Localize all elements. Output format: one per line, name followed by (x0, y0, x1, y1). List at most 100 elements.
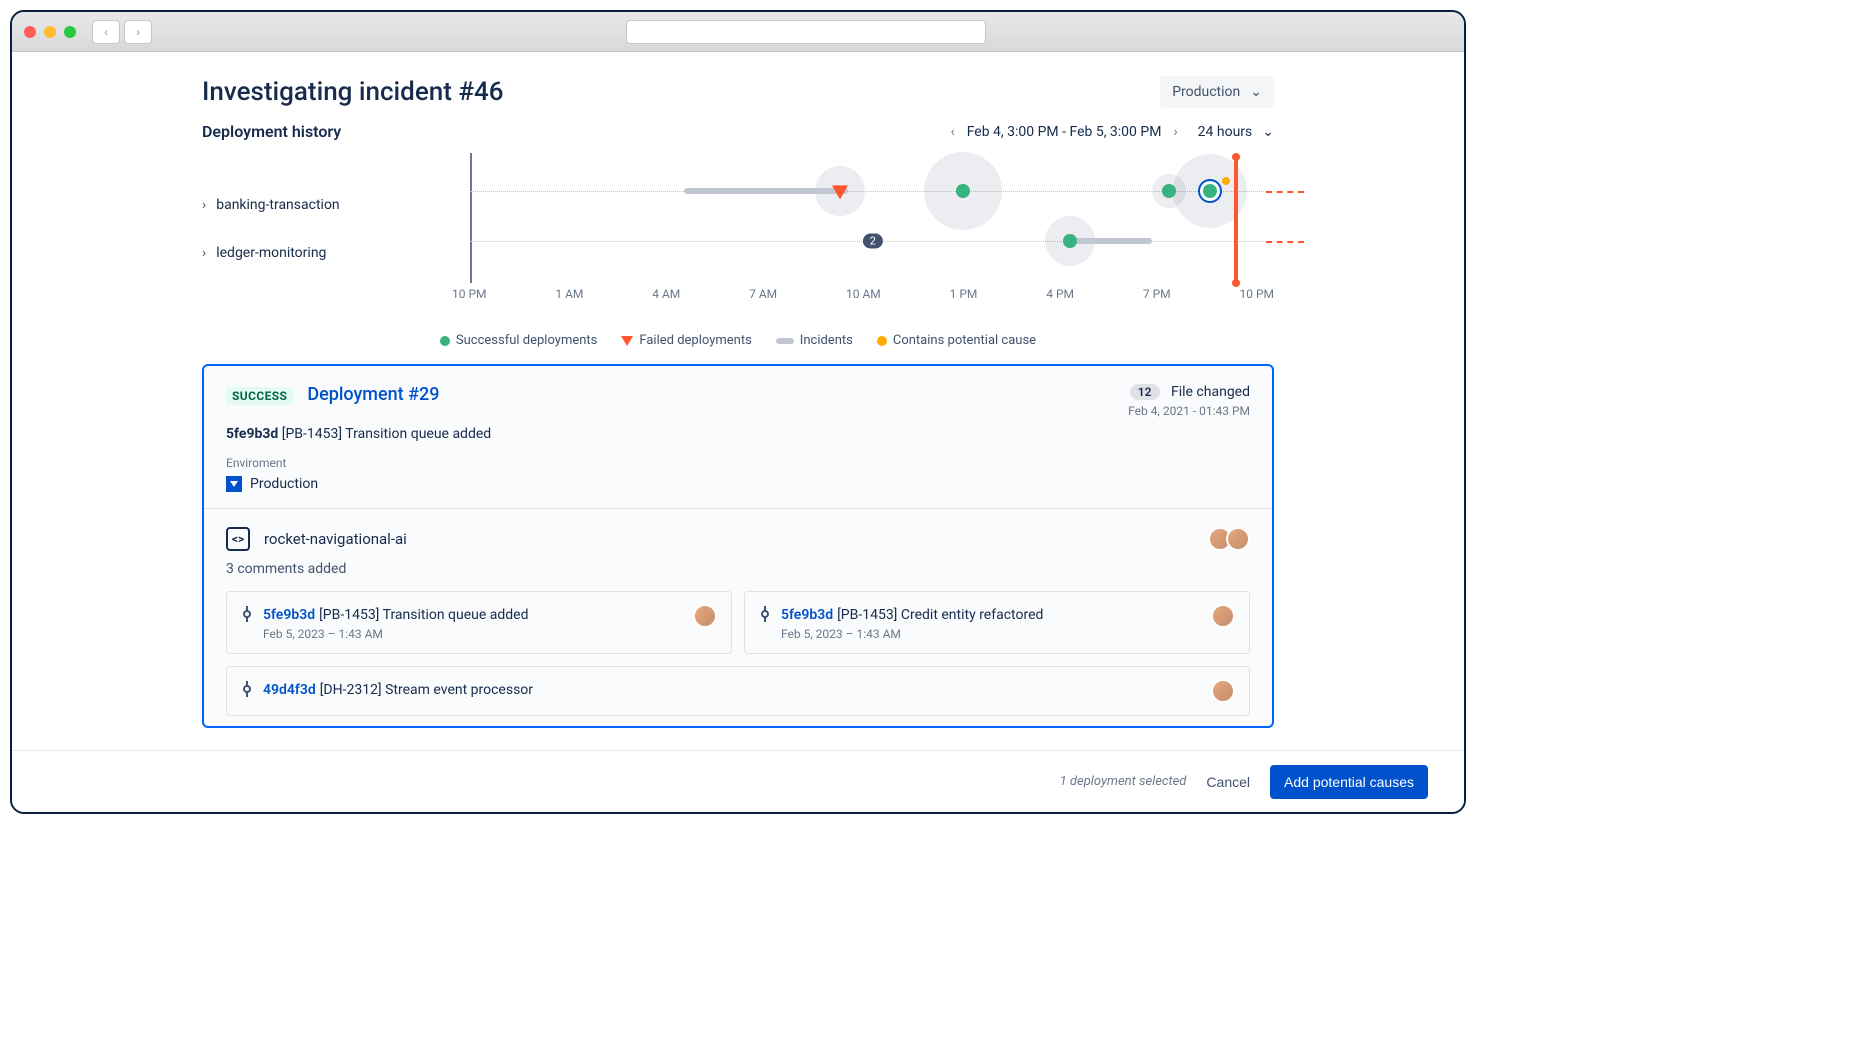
service-name: banking-transaction (216, 197, 339, 213)
commit-message: [PB-1453] Credit entity refactored (837, 607, 1043, 623)
commit-cards: 5fe9b3d [PB-1453] Transition queue added… (226, 591, 1250, 716)
avatar[interactable] (1211, 679, 1235, 703)
comments-count: 3 comments added (226, 561, 1250, 577)
incident-time-line (1234, 157, 1238, 283)
titlebar: ‹ › (12, 12, 1464, 52)
commit-hash: 5fe9b3d (226, 426, 278, 442)
deploy-count-badge[interactable]: 2 (863, 234, 883, 249)
commit-card[interactable]: 49d4f3d [DH-2312] Stream event processor (226, 666, 1250, 716)
range-dropdown-label: 24 hours (1198, 124, 1253, 140)
chevron-right-icon: › (202, 197, 206, 213)
commit-hash[interactable]: 5fe9b3d (263, 607, 315, 623)
environment-dropdown[interactable]: Production ⌄ (1160, 76, 1274, 108)
commit-date: Feb 5, 2023 – 1:43 AM (263, 627, 529, 641)
repo-name[interactable]: rocket-navigational-ai (264, 530, 407, 548)
incident-extension-line (1266, 191, 1304, 193)
cause-legend-icon (877, 336, 887, 346)
back-button[interactable]: ‹ (92, 20, 120, 44)
commit-hash[interactable]: 49d4f3d (263, 682, 316, 698)
selection-count: 1 deployment selected (1060, 774, 1187, 789)
legend-success-label: Successful deployments (456, 333, 597, 348)
deploy-marker-failed[interactable] (832, 185, 848, 199)
prev-range-icon[interactable]: ‹ (950, 124, 954, 140)
deploy-marker-selected[interactable] (1203, 184, 1217, 198)
incident-bar (1070, 238, 1152, 244)
close-window-icon[interactable] (24, 26, 36, 38)
deployment-chart: › banking-transaction › ledger-monitoring 1… (202, 153, 1274, 313)
deploy-marker-success[interactable] (956, 184, 970, 198)
x-axis-tick: 10 PM (452, 287, 487, 301)
failed-legend-icon (621, 336, 633, 346)
file-count-badge: 12 (1130, 384, 1160, 400)
commit-card[interactable]: 5fe9b3d [PB-1453] Transition queue added… (226, 591, 732, 654)
avatar[interactable] (1211, 604, 1235, 628)
production-icon (226, 476, 242, 492)
commit-message: [DH-2312] Stream event processor (320, 682, 533, 698)
chart-legend: Successful deployments Failed deployment… (202, 333, 1274, 348)
maximize-window-icon[interactable] (64, 26, 76, 38)
chevron-down-icon: ⌄ (1262, 124, 1274, 140)
main-content: Investigating incident #46 Production ⌄ … (12, 52, 1464, 812)
incident-extension-line (1266, 241, 1304, 243)
file-changed-label: File changed (1171, 384, 1250, 400)
chevron-down-icon: ⌄ (1250, 84, 1262, 100)
environment-label: Enviroment (226, 456, 1250, 470)
chevron-right-icon: › (202, 245, 206, 261)
page-title: Investigating incident #46 (202, 77, 504, 107)
deployment-detail-panel: SUCCESS Deployment #29 12 File changed F… (202, 364, 1274, 728)
section-title: Deployment history (202, 122, 341, 141)
x-axis-tick: 10 PM (1239, 287, 1274, 301)
deploy-marker-success[interactable] (1063, 234, 1077, 248)
y-axis (470, 153, 472, 283)
x-axis-tick: 4 PM (1046, 287, 1074, 301)
environment-value: Production (250, 476, 318, 492)
cancel-button[interactable]: Cancel (1206, 774, 1250, 790)
incidents-legend-icon (776, 338, 794, 344)
date-range-label: Feb 4, 3:00 PM - Feb 5, 3:00 PM (967, 124, 1162, 140)
service-item[interactable]: › banking-transaction (202, 181, 452, 229)
legend-failed-label: Failed deployments (639, 333, 751, 348)
url-bar[interactable] (626, 20, 986, 44)
contributor-avatars (1214, 527, 1250, 551)
x-axis-tick: 7 PM (1143, 287, 1171, 301)
success-legend-icon (440, 336, 450, 346)
status-badge: SUCCESS (226, 387, 293, 405)
next-range-icon[interactable]: › (1173, 124, 1177, 140)
potential-cause-dot (1222, 177, 1230, 185)
footer-bar: 1 deployment selected Cancel Add potenti… (12, 750, 1464, 812)
service-name: ledger-monitoring (216, 245, 326, 261)
commit-icon (759, 606, 771, 641)
repo-icon: <> (226, 527, 250, 551)
environment-dropdown-label: Production (1172, 84, 1240, 100)
forward-button[interactable]: › (124, 20, 152, 44)
commit-hash[interactable]: 5fe9b3d (781, 607, 833, 623)
x-axis-tick: 10 AM (846, 287, 881, 301)
service-item[interactable]: › ledger-monitoring (202, 229, 452, 277)
commit-icon (241, 606, 253, 641)
app-window: ‹ › Investigating incident #46 Productio… (10, 10, 1466, 814)
legend-cause-label: Contains potential cause (893, 333, 1036, 348)
commit-message: [PB-1453] Transition queue added (282, 426, 491, 442)
commit-message: [PB-1453] Transition queue added (319, 607, 528, 623)
avatar[interactable] (693, 604, 717, 628)
x-axis-labels: 10 PM 1 AM 4 AM 7 AM 10 AM 1 PM 4 PM 7 PM 10 PM (452, 287, 1274, 301)
service-list: › banking-transaction › ledger-monitoring (202, 153, 452, 313)
commit-card[interactable]: 5fe9b3d [PB-1453] Credit entity refactor… (744, 591, 1250, 654)
deployment-title[interactable]: Deployment #29 (307, 384, 439, 405)
incident-bar (684, 188, 848, 194)
deploy-marker-success[interactable] (1162, 184, 1176, 198)
legend-incidents-label: Incidents (800, 333, 853, 348)
timeline: 10 PM 1 AM 4 AM 7 AM 10 AM 1 PM 4 PM 7 PM10 PM … (452, 153, 1274, 313)
x-axis-tick: 1 AM (555, 287, 583, 301)
avatar[interactable] (1226, 527, 1250, 551)
minimize-window-icon[interactable] (44, 26, 56, 38)
add-potential-causes-button[interactable]: Add potential causes (1270, 765, 1428, 799)
commit-icon (241, 681, 253, 702)
x-axis-tick: 7 AM (749, 287, 777, 301)
deployment-timestamp: Feb 4, 2021 - 01:43 PM (1128, 404, 1250, 418)
range-dropdown[interactable]: 24 hours ⌄ (1198, 124, 1274, 140)
date-range-nav: ‹ Feb 4, 3:00 PM - Feb 5, 3:00 PM › (950, 124, 1177, 140)
traffic-lights (24, 26, 76, 38)
x-axis-tick: 1 PM (950, 287, 978, 301)
x-axis-tick: 4 AM (652, 287, 680, 301)
